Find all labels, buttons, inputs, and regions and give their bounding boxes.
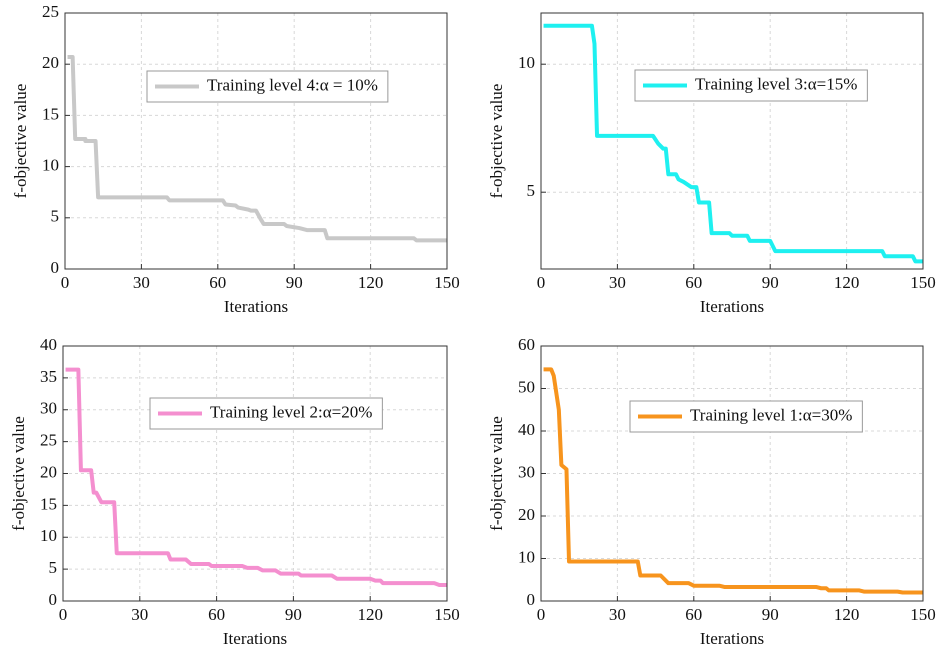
y-tick-label: 0: [49, 590, 58, 609]
plot-frame: [540, 12, 924, 270]
x-tick-label: 120: [358, 273, 384, 292]
x-tick-label: 60: [685, 605, 702, 624]
data-line: [65, 367, 447, 588]
y-tick-label: 50: [518, 377, 535, 396]
x-tick-label: 90: [285, 605, 302, 624]
legend: Training level 1:α=30%: [629, 400, 863, 433]
y-tick-label: 60: [518, 335, 535, 354]
x-tick-label: 150: [910, 605, 936, 624]
plot-area: [65, 13, 447, 269]
subplot: 0 30 60 90 120 150 5 10 Iterations f-objective va…: [487, 12, 936, 316]
x-tick-label: 60: [685, 273, 702, 292]
y-tick-label: 5: [51, 207, 60, 226]
y-tick-label: 30: [40, 399, 57, 418]
plot-frame: [62, 345, 448, 602]
y-tick-label: 5: [527, 181, 536, 200]
y-tick-label: 10: [518, 53, 535, 72]
x-axis-label: Iterations: [223, 629, 287, 648]
y-axis-label: f-objective value: [487, 416, 506, 531]
y-axis-label: f-objective value: [11, 84, 30, 199]
legend-label: Training level 3:α=15%: [695, 74, 857, 93]
legend-label: Training level 1:α=30%: [690, 405, 852, 424]
y-tick-label: 20: [40, 462, 57, 481]
x-tick-label: 90: [762, 273, 779, 292]
y-tick-label: 10: [40, 526, 57, 545]
data-line: [543, 23, 923, 264]
y-tick-label: 10: [518, 547, 535, 566]
x-tick-label: 60: [209, 273, 226, 292]
x-tick-label: 120: [834, 605, 860, 624]
plot-frame: [540, 345, 924, 602]
y-tick-label: 0: [51, 258, 60, 277]
subplot: 0 30 60 90 120 150 0 5 10 15 20 25 Iterations f-objec…: [11, 2, 460, 316]
x-tick-label: 0: [59, 605, 68, 624]
x-tick-label: 150: [910, 273, 936, 292]
data-line: [67, 55, 447, 243]
x-tick-label: 60: [208, 605, 225, 624]
legend-label: Training level 2:α=20%: [210, 402, 372, 421]
legend: Training level 2:α=20%: [149, 397, 383, 430]
y-tick-label: 35: [40, 367, 57, 386]
x-tick-label: 30: [609, 605, 626, 624]
y-tick-label: 15: [42, 104, 59, 123]
x-tick-label: 150: [434, 273, 460, 292]
plot-area: [541, 13, 923, 269]
y-tick-label: 25: [42, 2, 59, 21]
y-tick-label: 5: [49, 558, 58, 577]
x-tick-label: 0: [61, 273, 70, 292]
plot-frame: [64, 12, 448, 270]
x-axis-label: Iterations: [700, 297, 764, 316]
y-axis-label: f-objective value: [487, 84, 506, 199]
legend-label: Training level 4:α = 10%: [207, 75, 378, 94]
x-tick-label: 90: [762, 605, 779, 624]
legend: Training level 4:α = 10%: [146, 70, 389, 103]
x-tick-label: 30: [133, 273, 150, 292]
x-axis-label: Iterations: [700, 629, 764, 648]
x-tick-label: 120: [834, 273, 860, 292]
x-tick-label: 120: [357, 605, 383, 624]
y-tick-label: 40: [40, 335, 57, 354]
x-tick-label: 30: [131, 605, 148, 624]
y-tick-label: 10: [42, 156, 59, 175]
y-axis-label: f-objective value: [9, 416, 28, 531]
x-tick-label: 30: [609, 273, 626, 292]
subplot: 0 30 60 90 120 150 0 5 10 15 20 25 30 35 40 Iterations f…: [9, 335, 460, 648]
x-tick-label: 0: [537, 605, 546, 624]
y-tick-label: 20: [42, 53, 59, 72]
y-tick-label: 40: [518, 420, 535, 439]
y-tick-label: 15: [40, 494, 57, 513]
data-line: [543, 367, 923, 595]
y-tick-label: 30: [518, 462, 535, 481]
y-tick-label: 25: [40, 431, 57, 450]
legend: Training level 3:α=15%: [634, 69, 868, 102]
y-tick-label: 0: [527, 590, 536, 609]
subplot: 0 30 60 90 120 150 0 10 20 30 40 50 60 Iterations f-ob…: [487, 335, 936, 648]
x-axis-label: Iterations: [224, 297, 288, 316]
x-tick-label: 90: [286, 273, 303, 292]
x-tick-label: 150: [434, 605, 460, 624]
y-tick-label: 20: [518, 505, 535, 524]
x-tick-label: 0: [537, 273, 546, 292]
